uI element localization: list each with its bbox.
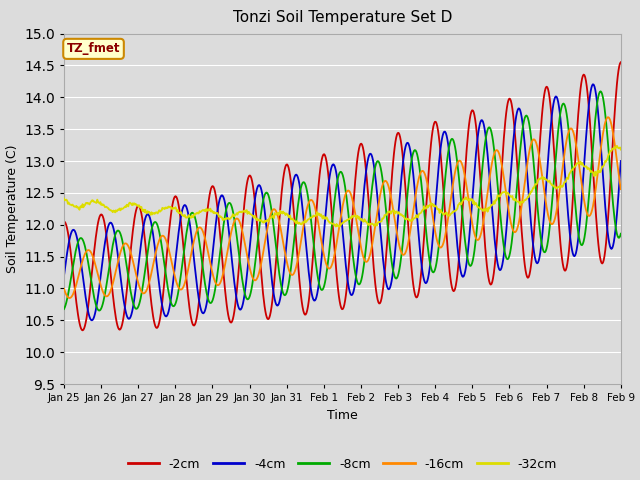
X-axis label: Time: Time <box>327 408 358 421</box>
Title: Tonzi Soil Temperature Set D: Tonzi Soil Temperature Set D <box>233 11 452 25</box>
Text: TZ_fmet: TZ_fmet <box>67 42 120 55</box>
Y-axis label: Soil Temperature (C): Soil Temperature (C) <box>6 144 19 273</box>
Legend: -2cm, -4cm, -8cm, -16cm, -32cm: -2cm, -4cm, -8cm, -16cm, -32cm <box>123 453 562 476</box>
